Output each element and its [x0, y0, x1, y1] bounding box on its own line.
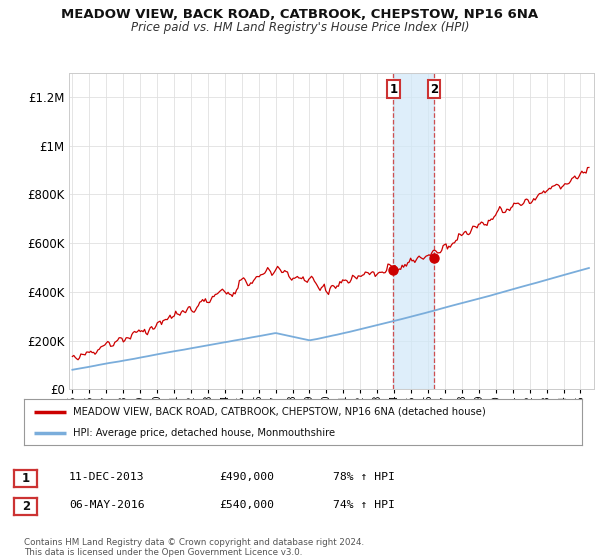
- Text: Price paid vs. HM Land Registry's House Price Index (HPI): Price paid vs. HM Land Registry's House …: [131, 21, 469, 34]
- Text: 1: 1: [22, 472, 30, 486]
- Text: £540,000: £540,000: [219, 500, 274, 510]
- Text: 2: 2: [430, 82, 439, 96]
- Text: 78% ↑ HPI: 78% ↑ HPI: [333, 472, 395, 482]
- Text: MEADOW VIEW, BACK ROAD, CATBROOK, CHEPSTOW, NP16 6NA (detached house): MEADOW VIEW, BACK ROAD, CATBROOK, CHEPST…: [73, 407, 486, 417]
- Text: £490,000: £490,000: [219, 472, 274, 482]
- Text: 11-DEC-2013: 11-DEC-2013: [69, 472, 145, 482]
- Text: 74% ↑ HPI: 74% ↑ HPI: [333, 500, 395, 510]
- Text: MEADOW VIEW, BACK ROAD, CATBROOK, CHEPSTOW, NP16 6NA: MEADOW VIEW, BACK ROAD, CATBROOK, CHEPST…: [61, 8, 539, 21]
- Text: Contains HM Land Registry data © Crown copyright and database right 2024.
This d: Contains HM Land Registry data © Crown c…: [24, 538, 364, 557]
- Text: 2: 2: [22, 500, 30, 514]
- Bar: [394, 73, 434, 389]
- Text: HPI: Average price, detached house, Monmouthshire: HPI: Average price, detached house, Monm…: [73, 428, 335, 438]
- Text: 1: 1: [389, 82, 397, 96]
- Text: 06-MAY-2016: 06-MAY-2016: [69, 500, 145, 510]
